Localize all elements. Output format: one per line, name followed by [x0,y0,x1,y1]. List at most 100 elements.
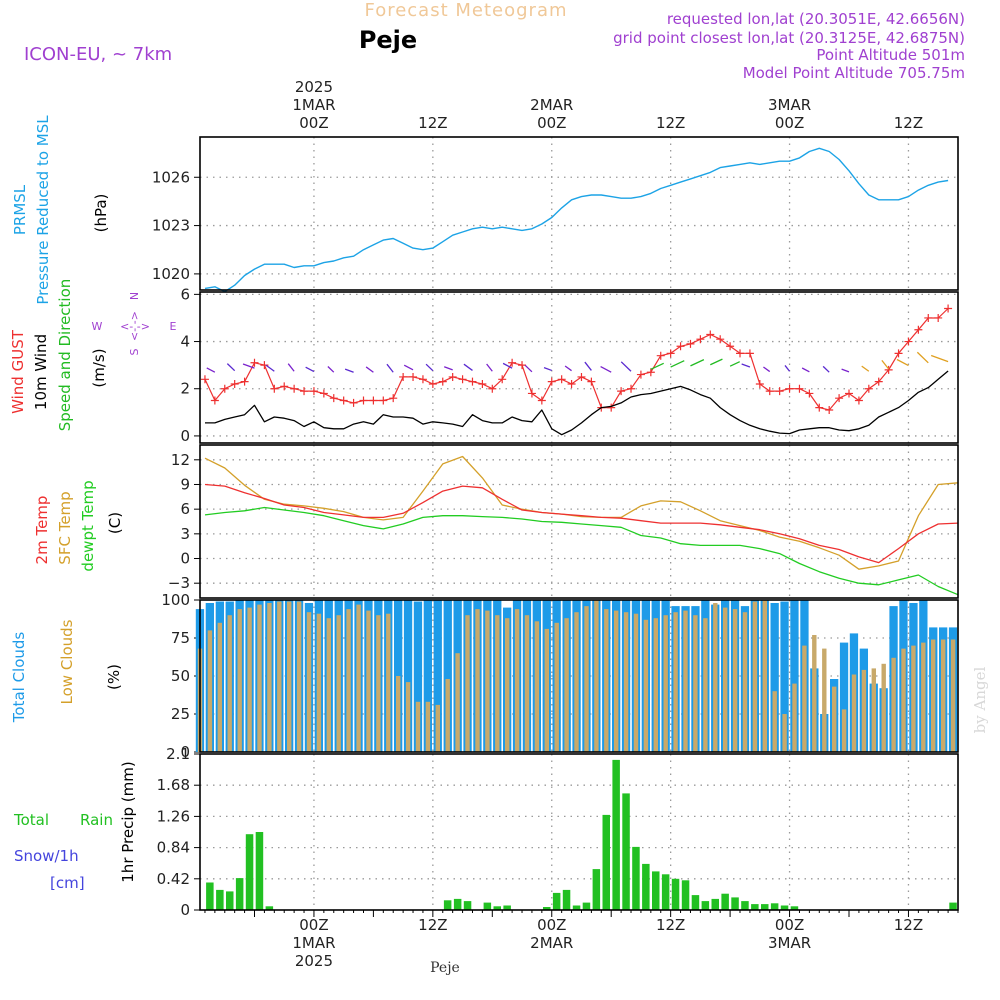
gust-marker [409,372,418,381]
wind-direction-arrow [861,365,870,372]
rain-bar [453,898,462,910]
gust-marker [904,337,913,346]
gust-marker [845,389,854,398]
gust-marker [587,377,596,386]
pressure-tick-label: 1020 [152,265,190,283]
low-cloud-bar [376,615,381,752]
wind-line [205,370,949,436]
gust-marker [359,396,368,405]
gust-marker [607,403,616,412]
rain-bar [572,905,581,910]
gust-marker [250,358,259,367]
wind-direction-arrow [242,363,255,369]
rain-bar [949,902,957,910]
precip-unit: 1hr Precip (mm) [119,761,137,882]
temp-tick-label: 12 [171,451,190,469]
gust-marker [230,380,239,389]
bottom-time-label: 2MAR [530,934,573,952]
clouds-tick-label: 100 [161,591,190,609]
low-cloud-bar [346,609,351,752]
gust-marker [438,377,447,386]
low-cloud-bar [267,603,272,752]
wind-direction-arrow [564,365,572,372]
requested-coords: requested lon,lat (20.3051E, 42.6656N) [667,10,965,28]
gust-marker [636,370,645,379]
gust-marker [627,384,636,393]
footer-location: Peje [430,960,460,976]
rain-bar [592,869,601,910]
wind-direction-arrow [916,351,929,364]
gust-marker [696,335,705,344]
temp-sfc-line [204,455,959,570]
gust-marker [240,377,249,386]
low-cloud-bar [921,642,926,752]
wind-tick-label: 4 [180,333,190,351]
gust-marker [280,382,289,391]
wind-direction-arrow [287,363,295,372]
low-cloud-bar [465,615,470,752]
low-cloud-bar [564,618,569,752]
precip-tick-label: 0 [180,901,190,919]
low-cloud-bar [841,709,847,752]
meteogram-title: Forecast Meteogram [364,0,567,21]
panel-frame [199,753,959,911]
compass-arrows-h: <- -> [120,320,150,333]
precip-rain-label: Rain [80,811,113,829]
wind-direction-arrow [327,366,335,373]
wind-direction-arrow [930,354,949,363]
top-time-label: 00Z [775,114,804,132]
gust-marker [914,325,923,334]
low-cloud-bar [227,615,232,752]
gust-marker [270,384,279,393]
bottom-time-label: 00Z [537,916,566,934]
wind-panel: 0 2 4 6 [180,285,958,445]
rain-bar [701,901,710,910]
gust-marker [547,377,556,386]
low-cloud-bar [495,615,500,752]
gust-marker [894,349,903,358]
gust-marker [706,330,715,339]
rain-bar [681,880,690,910]
pressure-label-prmsl: PRMSL [11,184,29,235]
rain-bar [780,905,789,910]
low-cloud-bar [207,630,213,752]
top-time-label: 2MAR [530,96,573,114]
wind-direction-arrow [690,359,705,367]
wind-direction-arrow [443,366,453,371]
wind-direction-arrow [502,362,513,369]
wind-direction-arrow [600,366,612,373]
gust-marker [577,372,586,381]
compass-e: E [170,320,177,333]
rain-bar [691,895,700,910]
low-cloud-bar [366,610,371,752]
grid-point-coords: grid point closest lon,lat (20.3125E, 42… [613,29,965,47]
rain-bar [642,863,650,910]
wind-direction-arrow [729,361,740,367]
rain-bar [770,903,779,910]
precip-tick-label: 0.84 [157,839,190,857]
low-cloud-bar [217,622,222,752]
gust-marker [805,389,814,398]
gust-marker [349,398,358,407]
clouds-panel: 0 25 50 75 100 [161,591,958,761]
wind-direction-arrow [784,365,791,372]
wind-speed-dir-label: Speed and Direction [56,279,74,432]
gust-marker [835,394,844,403]
gust-marker [518,361,527,370]
gust-marker [309,387,318,396]
rain-bar [751,904,759,910]
gust-marker [458,375,467,384]
low-cloud-bar [296,601,302,752]
low-cloud-bar [851,674,857,752]
model-altitude: Model Point Altitude 705.75m [743,64,965,82]
gust-marker [617,387,626,396]
rain-bar [543,907,551,910]
wind-direction-arrow [344,368,354,373]
pressure-line [204,147,949,293]
gust-marker [428,380,437,389]
total-cloud-bar [443,600,452,752]
gust-marker [854,396,863,405]
bottom-time-label: 1MAR [292,934,335,952]
rain-bar [265,906,274,910]
